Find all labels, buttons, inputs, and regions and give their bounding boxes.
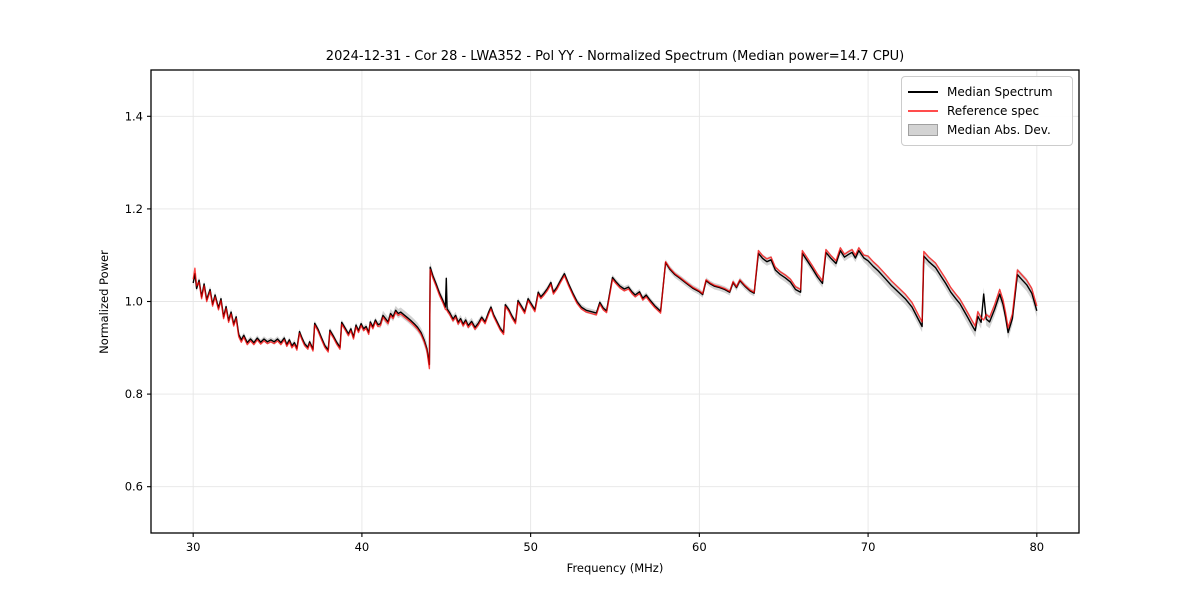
x-tick-label: 80 xyxy=(1029,540,1044,554)
median-abs-dev-band xyxy=(193,246,1037,371)
y-tick-label: 1.4 xyxy=(125,109,143,123)
y-tick-label: 1.2 xyxy=(125,202,143,216)
legend: Median Spectrum Reference spec Median Ab… xyxy=(901,76,1073,146)
y-tick-label: 0.6 xyxy=(125,480,143,494)
x-tick-label: 30 xyxy=(186,540,201,554)
x-tick-label: 40 xyxy=(355,540,370,554)
x-tick-label: 50 xyxy=(523,540,538,554)
legend-entry-median-spectrum: Median Spectrum xyxy=(908,82,1064,101)
median-spectrum-line-icon xyxy=(908,90,938,93)
reference-spec-line-icon xyxy=(908,109,938,112)
y-tick-label: 0.8 xyxy=(125,387,143,401)
x-tick-label: 60 xyxy=(692,540,707,554)
legend-entry-median-abs-dev: Median Abs. Dev. xyxy=(908,121,1064,140)
reference-spec-line xyxy=(192,247,1038,370)
legend-label: Reference spec xyxy=(947,103,1040,118)
y-tick-label: 1.0 xyxy=(125,295,143,309)
median-abs-dev-patch-icon xyxy=(908,124,938,137)
legend-label: Median Spectrum xyxy=(947,84,1053,99)
legend-entry-reference-spec: Reference spec xyxy=(908,101,1064,120)
x-tick-label: 70 xyxy=(861,540,876,554)
chart-title: 2024-12-31 - Cor 28 - LWA352 - Pol YY - … xyxy=(325,49,905,64)
legend-label: Median Abs. Dev. xyxy=(947,123,1051,138)
x-axis-label: Frequency (MHz) xyxy=(566,561,664,575)
